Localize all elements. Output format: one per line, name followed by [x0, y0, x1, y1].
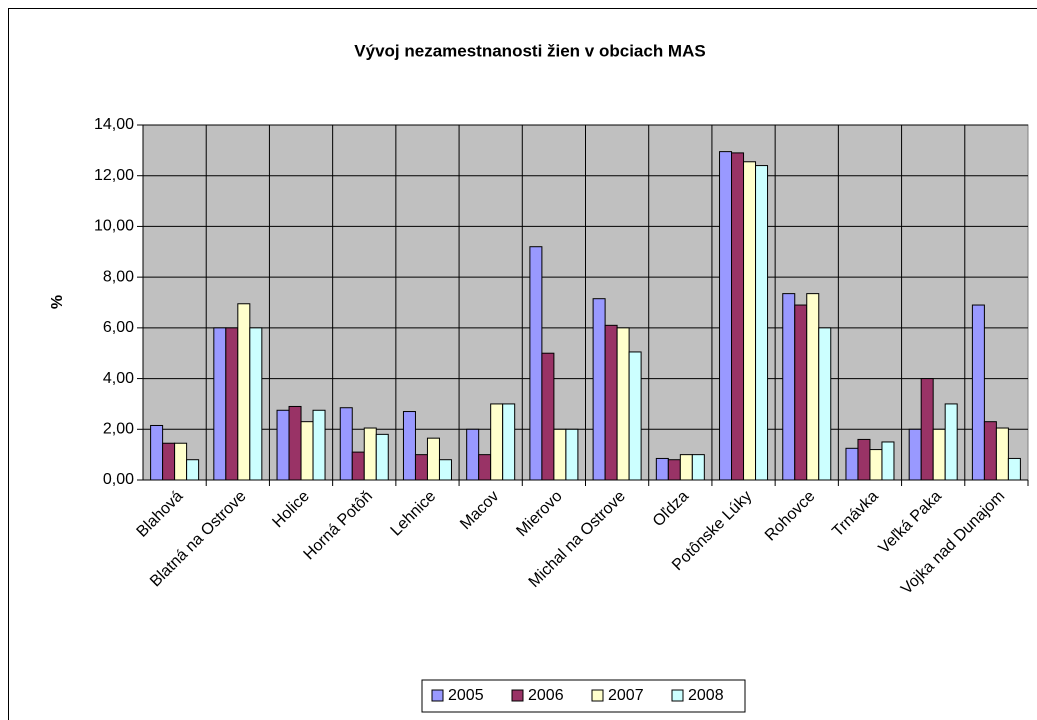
legend-label: 2008 [688, 687, 724, 704]
bar [402, 411, 416, 481]
bar [794, 304, 808, 481]
legend-swatch [591, 689, 604, 702]
bar [553, 428, 567, 481]
bar [667, 459, 681, 481]
bar [995, 427, 1009, 481]
bar [1007, 457, 1021, 481]
chart-title: Vývoj nezamestnanosti žien v obciach MAS [354, 41, 705, 60]
bar [276, 409, 290, 481]
bar [237, 303, 251, 481]
bar [743, 161, 757, 481]
bar [806, 293, 820, 481]
bar [288, 405, 302, 481]
bar [691, 454, 705, 481]
legend-label: 2007 [608, 687, 644, 704]
y-tick-label: 12,00 [94, 167, 134, 184]
y-tick-label: 14,00 [94, 116, 134, 133]
bar [655, 457, 669, 481]
bar [478, 454, 492, 481]
bar [592, 298, 606, 481]
legend-swatch [431, 689, 444, 702]
y-tick-label: 6,00 [103, 319, 134, 336]
bar [225, 327, 239, 481]
bar [414, 454, 428, 481]
bar [529, 246, 543, 481]
bar [679, 454, 693, 481]
bar [312, 409, 326, 481]
bar [932, 428, 946, 481]
y-tick-label: 8,00 [103, 268, 134, 285]
bar [174, 442, 188, 481]
bar [490, 403, 504, 481]
y-tick-label: 4,00 [103, 370, 134, 387]
bar [920, 378, 934, 481]
bar [363, 427, 377, 481]
bar [971, 304, 985, 481]
bar [502, 403, 516, 481]
y-tick-label: 0,00 [103, 471, 134, 488]
bar [604, 324, 618, 481]
legend-box [421, 679, 746, 713]
bar [150, 424, 164, 481]
bar [845, 447, 859, 481]
bar [375, 433, 389, 481]
bar [339, 407, 353, 481]
bar [438, 459, 452, 481]
bar [628, 351, 642, 481]
bar [213, 327, 227, 481]
bar [541, 352, 555, 481]
bar [186, 459, 200, 481]
y-axis-label: % [49, 295, 66, 309]
bar [466, 428, 480, 481]
bar [300, 421, 314, 481]
y-tick-label: 10,00 [94, 218, 134, 235]
legend-label: 2005 [448, 687, 484, 704]
bar [881, 441, 895, 481]
bar [869, 449, 883, 481]
bar [162, 442, 176, 481]
bar [249, 327, 263, 481]
bar [616, 327, 630, 481]
bar [908, 428, 922, 481]
bar [818, 327, 832, 481]
bar [944, 403, 958, 481]
bar [426, 437, 440, 481]
bar [755, 165, 769, 481]
bar [731, 152, 745, 481]
bar [719, 151, 733, 481]
legend-swatch [671, 689, 684, 702]
y-tick-label: 2,00 [103, 421, 134, 438]
bar [983, 421, 997, 481]
bar [782, 293, 796, 481]
bar [565, 428, 579, 481]
legend-swatch [511, 689, 524, 702]
bar [857, 438, 871, 481]
bar [351, 451, 365, 481]
legend-label: 2006 [528, 687, 564, 704]
